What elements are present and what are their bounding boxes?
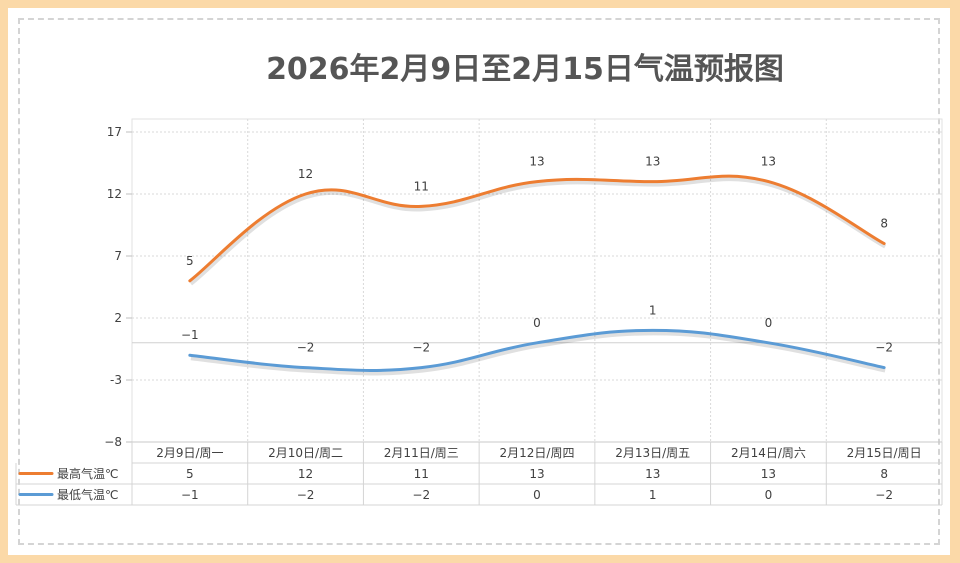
data-label: −2 (875, 341, 893, 355)
table-cell-value: −2 (875, 488, 893, 502)
table-cell-value: 8 (880, 467, 888, 481)
data-label: 12 (298, 167, 313, 181)
data-label: 13 (529, 155, 544, 169)
table-cell-value: 13 (761, 467, 776, 481)
data-label: −2 (297, 341, 315, 355)
y-tick-label: 2 (114, 311, 122, 325)
data-label: 13 (761, 155, 776, 169)
chart-title: 2026年2月9日至2月15日气温预报图 (266, 52, 784, 87)
legend-label: 最低气温℃ (57, 487, 118, 502)
table-cell-value: 12 (298, 467, 313, 481)
table-cell-value: −1 (181, 488, 199, 502)
data-label: 5 (186, 254, 194, 268)
series-line-shadow (189, 177, 887, 286)
y-tick-label: -3 (110, 373, 122, 387)
y-tick-label: 12 (107, 187, 122, 201)
data-labels: 5 12 11 13 13 13 8 −1 −2 −2 0 1 0 −2 (181, 155, 893, 355)
x-category-label: 2月10日/周二 (268, 446, 343, 460)
high-temp-line (188, 174, 886, 283)
data-label: 1 (649, 303, 657, 317)
table-cell-value: 13 (529, 467, 544, 481)
data-label: 13 (645, 155, 660, 169)
data-label: −2 (412, 341, 430, 355)
dashed-border (18, 18, 940, 545)
legend-label: 最高气温℃ (57, 466, 118, 481)
table-cell-value: 0 (533, 488, 541, 502)
table-cell-value: 5 (186, 467, 194, 481)
y-tick-label: −8 (104, 435, 122, 449)
table-cell-value: 0 (765, 488, 773, 502)
x-category-label: 2月15日/周日 (847, 446, 922, 460)
table-cell-value: 11 (414, 467, 429, 481)
series-line-shadow (190, 331, 886, 376)
table-cell-value: 1 (649, 488, 657, 502)
x-category-label: 2月9日/周一 (156, 446, 223, 460)
data-label: 0 (765, 316, 773, 330)
table-cell-value: 13 (645, 467, 660, 481)
data-label: 11 (414, 179, 429, 193)
y-axis: 17 12 7 2 -3 −8 (104, 125, 132, 449)
data-table: 2月9日/周一 2月10日/周二 2月11日/周三 2月12日/周四 2月13日/周五 2… (15, 441, 943, 506)
y-tick-label: 7 (114, 249, 122, 263)
table-cell-value: −2 (412, 488, 430, 502)
x-category-label: 2月11日/周三 (384, 446, 459, 460)
x-category-label: 2月13日/周五 (615, 446, 690, 460)
y-tick-label: 17 (107, 125, 122, 139)
data-label: 8 (880, 217, 888, 231)
table-cell-value: −2 (297, 488, 315, 502)
data-label: 0 (533, 316, 541, 330)
data-label: −1 (181, 328, 199, 342)
x-category-label: 2月14日/周六 (731, 446, 806, 460)
x-category-label: 2月12日/周四 (500, 446, 575, 460)
low-temp-line (188, 328, 886, 372)
series-lines (188, 174, 887, 376)
